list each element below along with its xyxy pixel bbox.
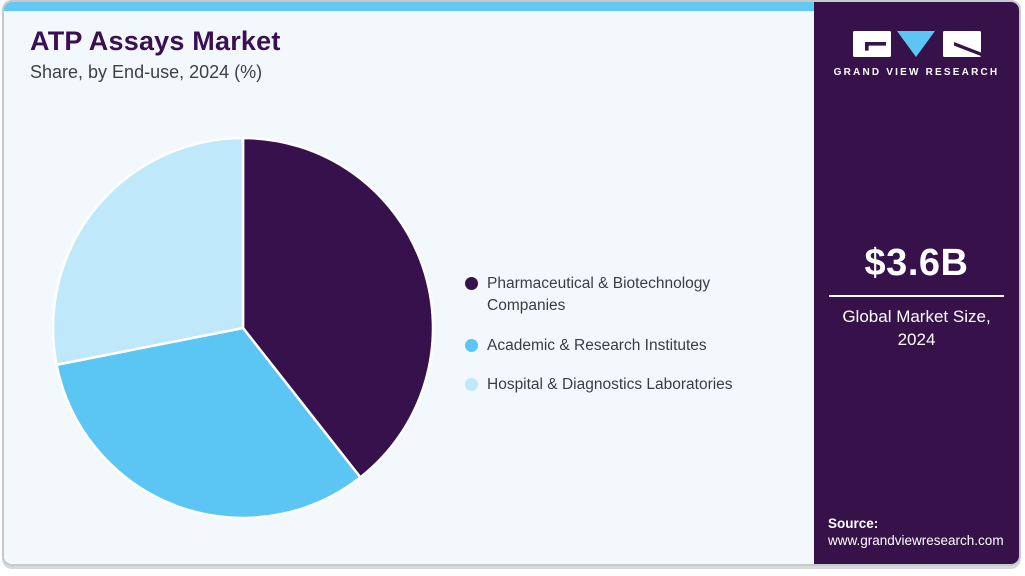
- grand-view-research-logo: GRAND VIEW RESEARCH: [814, 30, 1019, 78]
- market-size-label-line1: Global Market Size,: [842, 307, 991, 326]
- pie-chart-container: [50, 135, 436, 521]
- legend-item: Hospital & Diagnostics Laboratories: [465, 374, 782, 396]
- gvr-logo-icon: [852, 31, 981, 57]
- top-accent-bar: [4, 2, 814, 11]
- infographic-card: ATP Assays Market Share, by End-use, 202…: [2, 0, 1021, 566]
- chart-panel: ATP Assays Market Share, by End-use, 202…: [4, 2, 814, 564]
- market-size-value: $3.6B: [864, 242, 969, 284]
- legend-dot: [465, 378, 478, 392]
- chart-header: ATP Assays Market Share, by End-use, 202…: [30, 26, 281, 83]
- legend-dot: [465, 277, 478, 290]
- page-subtitle: Share, by End-use, 2024 (%): [30, 62, 263, 82]
- pie-slice-1: [55, 326, 362, 520]
- chart-legend: Pharmaceutical & Biotechnology Companies…: [465, 273, 782, 397]
- brand-sidebar: GRAND VIEW RESEARCH $3.6B Global Market …: [814, 2, 1019, 564]
- legend-dot: [465, 338, 478, 352]
- source-url: www.grandviewresearch.com: [828, 533, 1004, 548]
- legend-label: Academic & Research Institutes: [487, 336, 707, 354]
- legend-label: Pharmaceutical & Biotechnology Companies: [487, 275, 711, 315]
- pie-slice-0: [241, 136, 435, 479]
- market-size-block: $3.6B Global Market Size, 2024: [829, 242, 1004, 352]
- market-size-label: Global Market Size, 2024: [829, 306, 1004, 352]
- source-label: Source:: [828, 516, 879, 531]
- market-size-label-line2: 2024: [897, 329, 936, 349]
- legend-item: Pharmaceutical & Biotechnology Companies: [465, 273, 782, 318]
- logo-wordmark: GRAND VIEW RESEARCH: [833, 67, 1000, 78]
- market-size-divider: [829, 295, 1004, 297]
- page-title: ATP Assays Market: [30, 26, 281, 56]
- pie-chart: [51, 136, 435, 520]
- pie-slice-2: [51, 136, 245, 367]
- legend-label: Hospital & Diagnostics Laboratories: [487, 376, 733, 394]
- legend-item: Academic & Research Institutes: [465, 335, 782, 357]
- source-block: Source: www.grandviewresearch.com: [828, 516, 1004, 548]
